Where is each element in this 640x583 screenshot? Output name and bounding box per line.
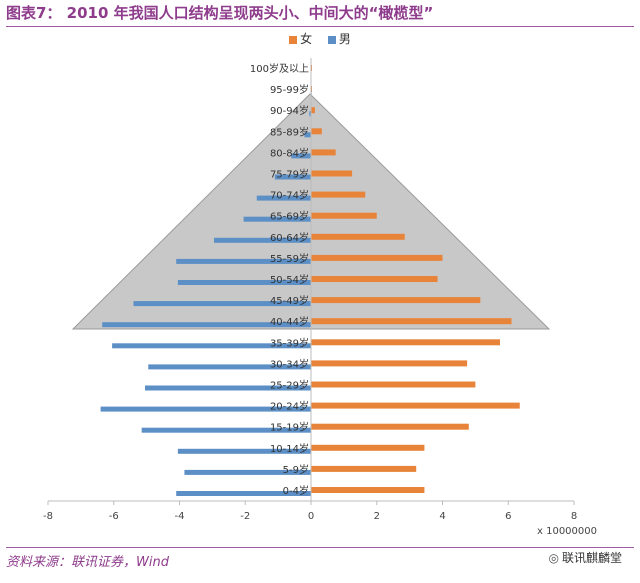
bar-male-10-14岁 (177, 448, 311, 454)
category-label-85-89岁: 85-89岁 (270, 125, 309, 138)
bar-male-50-54岁 (177, 280, 311, 285)
x-tick-label-1: -6 (109, 511, 119, 522)
bar-female-80-84岁 (311, 149, 336, 156)
category-label-90-94岁: 90-94岁 (270, 104, 309, 117)
x-tick-label-0: -8 (43, 511, 53, 522)
category-label-0-4岁: 0-4岁 (283, 484, 309, 497)
bar-male-65-69岁 (243, 216, 311, 222)
bar-female-90-94岁 (311, 107, 315, 114)
watermark: ◎ 联讯麒麟堂 (549, 549, 623, 566)
x-axis-unit: x 10000000 (537, 526, 597, 537)
bar-female-70-74岁 (311, 191, 366, 198)
bar-female-65-69岁 (311, 212, 377, 219)
category-label-10-14岁: 10-14岁 (270, 442, 309, 455)
bar-male-60-64岁 (214, 237, 311, 243)
legend-label-female: 女 (300, 32, 313, 46)
category-label-60-64岁: 60-64岁 (270, 231, 309, 244)
category-label-45-49岁: 45-49岁 (270, 294, 309, 307)
bar-male-40-44岁 (102, 322, 312, 328)
bar-female-50-54岁 (311, 276, 438, 282)
bar-female-35-39岁 (311, 339, 501, 346)
wechat-icon: ◎ (548, 551, 559, 565)
bar-male-45-49岁 (133, 301, 311, 307)
bar-male-90-94岁 (309, 111, 311, 117)
bar-female-55-59岁 (311, 254, 443, 261)
bar-male-55-59岁 (176, 258, 311, 264)
source-divider (6, 547, 634, 548)
watermark-text: 联讯麒麟堂 (561, 551, 622, 565)
title-divider (6, 26, 634, 27)
category-label-5-9岁: 5-9岁 (283, 463, 309, 476)
category-label-35-39岁: 35-39岁 (270, 336, 309, 349)
bar-female-45-49岁 (311, 297, 481, 304)
x-tick-label-7: 6 (505, 511, 511, 522)
chart-title: 图表7： 2010 年我国人口结构呈现两头小、中间大的“橄榄型” (6, 4, 434, 22)
bar-male-70-74岁 (256, 195, 311, 201)
legend-item-male: 男 (327, 30, 351, 47)
x-tick-label-3: -2 (240, 511, 250, 522)
bar-male-15-19岁 (141, 427, 311, 433)
bar-male-0-4岁 (176, 491, 311, 496)
bar-female-40-44岁 (311, 318, 512, 325)
source-note: 资料来源：联讯证券，Wind (6, 555, 169, 570)
bar-male-5-9岁 (184, 469, 311, 475)
category-label-50-54岁: 50-54岁 (270, 273, 309, 286)
x-tick-label-8: 8 (571, 511, 577, 522)
x-tick-label-6: 4 (439, 511, 445, 522)
category-label-80-84岁: 80-84岁 (270, 146, 309, 159)
bar-male-30-34岁 (148, 364, 311, 370)
bar-male-80-84岁 (291, 153, 311, 159)
bar-male-20-24岁 (100, 406, 311, 412)
bar-female-30-34岁 (311, 360, 468, 367)
legend-swatch-male (327, 35, 336, 44)
legend-label-male: 男 (338, 32, 351, 46)
legend-swatch-female (289, 35, 298, 44)
bar-male-85-89岁 (304, 132, 311, 138)
category-label-65-69岁: 65-69岁 (270, 210, 309, 223)
category-label-70-74岁: 70-74岁 (270, 189, 309, 202)
legend-item-female: 女 (289, 30, 312, 47)
category-label-40-44岁: 40-44岁 (270, 315, 309, 328)
bar-male-35-39岁 (112, 343, 311, 349)
bar-female-15-19岁 (311, 423, 469, 430)
bar-female-5-9岁 (311, 465, 417, 472)
bar-male-25-29岁 (144, 385, 311, 391)
category-label-55-59岁: 55-59岁 (270, 252, 309, 265)
bar-female-20-24岁 (311, 402, 520, 409)
bar-female-10-14岁 (311, 444, 425, 451)
bar-male-75-79岁 (274, 174, 311, 180)
bar-female-0-4岁 (311, 487, 425, 493)
category-label-15-19岁: 15-19岁 (270, 421, 309, 434)
category-label-75-79岁: 75-79岁 (270, 168, 309, 181)
bar-female-25-29岁 (311, 381, 476, 388)
x-tick-label-2: -4 (175, 511, 185, 522)
category-label-95-99岁: 95-99岁 (270, 83, 309, 96)
category-label-30-34岁: 30-34岁 (270, 357, 309, 370)
x-tick-label-5: 2 (374, 511, 380, 522)
bar-female-85-89岁 (311, 128, 322, 135)
bar-female-60-64岁 (311, 233, 405, 240)
x-tick-label-4: 0 (308, 511, 314, 522)
category-label-20-24岁: 20-24岁 (270, 400, 309, 413)
category-label-25-29岁: 25-29岁 (270, 379, 309, 392)
bar-female-75-79岁 (311, 170, 353, 177)
category-label-100岁及以上: 100岁及以上 (250, 62, 309, 75)
legend: 女 男 (0, 30, 640, 47)
